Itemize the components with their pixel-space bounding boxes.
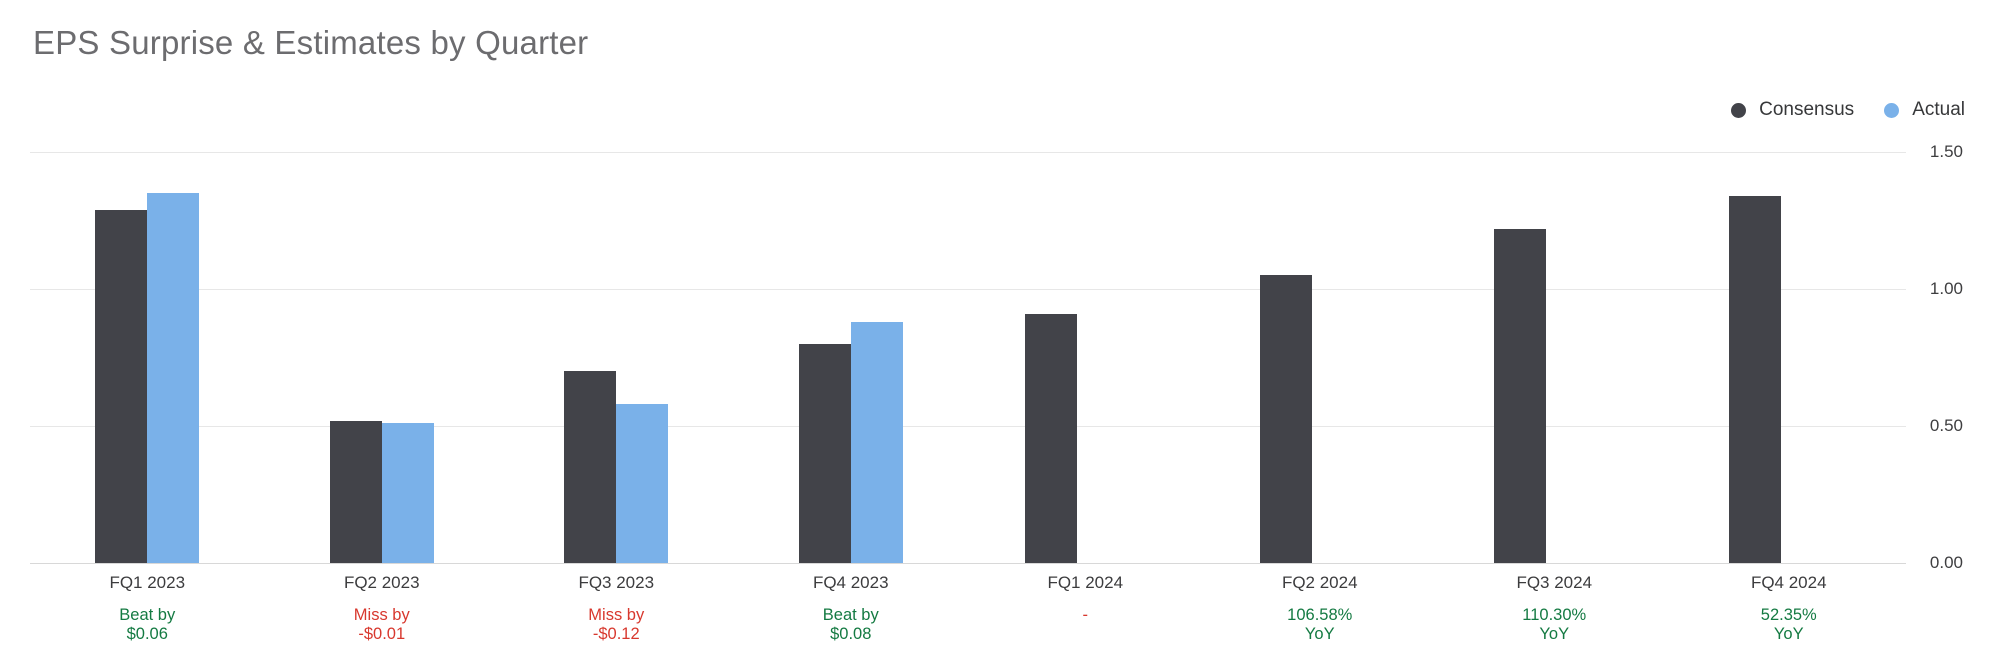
x-axis-label: FQ2 2024 [1281, 573, 1358, 592]
consensus-bar[interactable] [1025, 313, 1078, 563]
legend-dot-icon [1884, 102, 1900, 118]
x-axis-label: FQ3 2023 [578, 573, 655, 592]
x-axis-label: FQ3 2024 [1516, 573, 1593, 592]
chart-title: EPS Surprise & Estimates by Quarter [33, 24, 589, 61]
legend-item-consensus[interactable]: Consensus [1731, 99, 1854, 121]
actual-bar[interactable] [616, 404, 669, 563]
chart-legend: Consensus Actual [1731, 98, 1965, 122]
surprise-label: 52.35% YoY [1760, 606, 1817, 643]
category-column: FQ3 2023 Miss by -$0.12 [499, 573, 733, 644]
legend-label: Actual [1912, 99, 1965, 120]
actual-bar[interactable] [147, 193, 200, 563]
category-column: FQ3 2024 110.30% YoY [1437, 573, 1671, 644]
y-axis-tick-label: 1.50 [1929, 142, 1963, 161]
legend-label: Consensus [1759, 99, 1855, 120]
consensus-bar[interactable] [798, 343, 851, 563]
surprise-label: Miss by -$0.12 [588, 606, 645, 643]
y-axis-tick-label: 0.00 [1929, 553, 1963, 572]
surprise-label: 106.58% YoY [1287, 606, 1353, 643]
x-axis-label: FQ4 2024 [1750, 573, 1827, 592]
consensus-bar[interactable] [1728, 195, 1781, 563]
x-axis-label: FQ2 2023 [343, 573, 420, 592]
actual-bar[interactable] [850, 321, 903, 563]
legend-dot-icon [1731, 102, 1747, 118]
x-axis-baseline [30, 563, 1906, 564]
surprise-label: 110.30% YoY [1522, 606, 1587, 643]
gridline [30, 289, 1906, 290]
category-column: FQ1 2023 Beat by $0.06 [30, 573, 264, 644]
x-axis-label: FQ1 2023 [109, 573, 186, 592]
category-column: FQ4 2024 52.35% YoY [1672, 573, 1906, 644]
actual-bar[interactable] [381, 423, 434, 563]
surprise-label: Beat by $0.08 [822, 606, 879, 643]
y-axis-tick-label: 0.50 [1929, 416, 1963, 435]
surprise-label: Miss by -$0.01 [353, 606, 410, 643]
y-axis-tick-label: 1.00 [1929, 279, 1963, 298]
gridline [30, 152, 1906, 153]
x-axis-label: FQ1 2024 [1047, 573, 1124, 592]
gridline [30, 426, 1906, 427]
category-column: FQ4 2023 Beat by $0.08 [734, 573, 968, 644]
consensus-bar[interactable] [329, 420, 382, 563]
category-column: FQ2 2023 Miss by -$0.01 [265, 573, 499, 644]
consensus-bar[interactable] [564, 371, 617, 563]
x-axis-label: FQ4 2023 [812, 573, 889, 592]
consensus-bar[interactable] [95, 209, 148, 563]
surprise-label: - [1082, 606, 1089, 624]
consensus-bar[interactable] [1259, 275, 1312, 563]
legend-item-actual[interactable]: Actual [1884, 99, 1965, 121]
category-column: FQ1 2024 - [968, 573, 1202, 625]
category-column: FQ2 2024 106.58% YoY [1203, 573, 1437, 644]
surprise-label: Beat by $0.06 [119, 606, 176, 643]
consensus-bar[interactable] [1494, 228, 1547, 563]
